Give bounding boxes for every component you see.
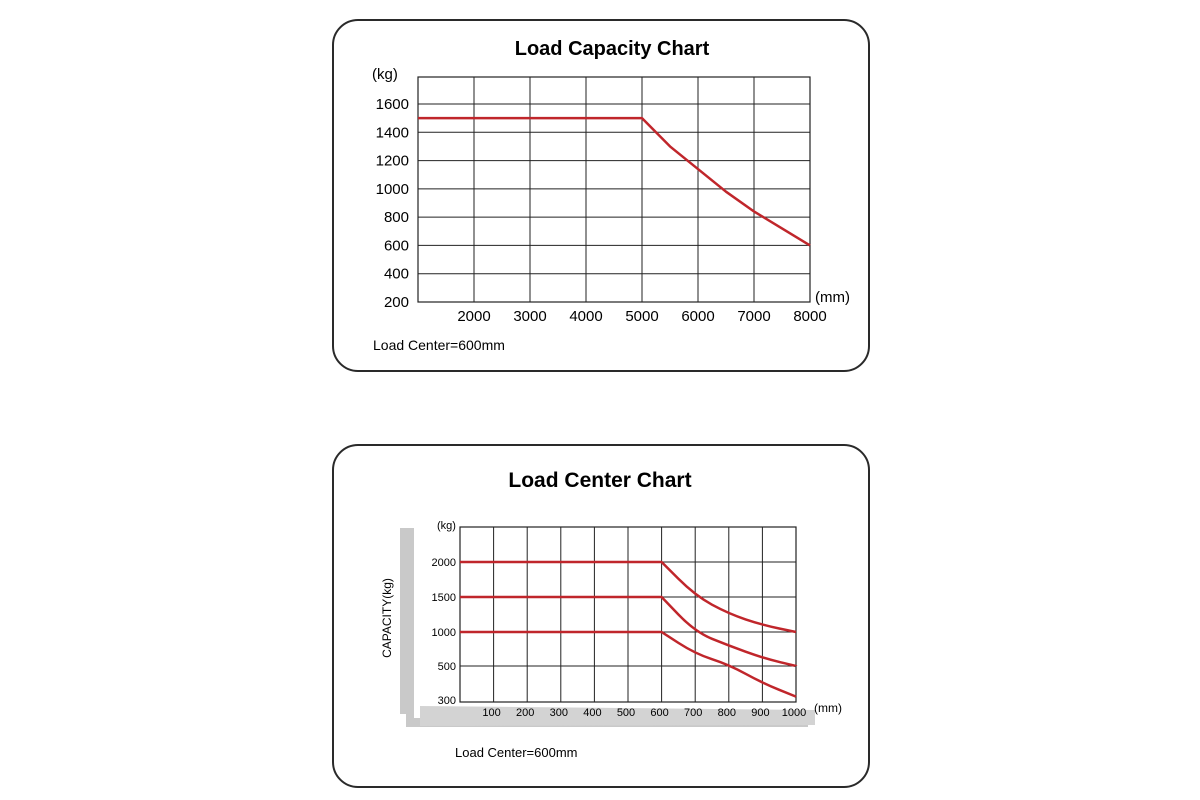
- chart1-x-tick-label: 4000: [569, 308, 602, 325]
- chart1-y-tick-label: 200: [384, 294, 409, 311]
- chart2-y-tick-label: 300: [438, 695, 456, 707]
- chart1-y-tick-label: 400: [384, 266, 409, 283]
- chart1-y-tick-label: 800: [384, 209, 409, 226]
- chart1-x-tick-label: 5000: [625, 308, 658, 325]
- chart1-y-tick-label: 1200: [376, 153, 409, 170]
- chart2-y-tick-label: 1500: [432, 592, 456, 604]
- chart2-x-tick-label: 200: [516, 707, 534, 719]
- chart2-axis-bracket: [400, 528, 808, 727]
- load-capacity-panel: [332, 19, 870, 372]
- chart2-x-unit: (mm): [814, 701, 842, 715]
- chart1-title: Load Capacity Chart: [515, 38, 710, 60]
- chart2-series-line-1: [460, 560, 797, 634]
- chart2-x-tick-label: 1000: [782, 707, 806, 719]
- chart1-x-tick-label: 8000: [793, 308, 826, 325]
- chart2-x-tick-label: 900: [751, 707, 769, 719]
- chart2-x-tick-label: 800: [718, 707, 736, 719]
- chart2-x-tick-label: 400: [583, 707, 601, 719]
- chart2-x-tick-label: 700: [684, 707, 702, 719]
- chart2-y-unit: (kg): [437, 520, 456, 532]
- chart2-title: Load Center Chart: [508, 469, 691, 492]
- chart1-y-tick-label: 1000: [376, 181, 409, 198]
- chart1-x-tick-label: 7000: [737, 308, 770, 325]
- chart1-note: Load Center=600mm: [373, 337, 505, 353]
- load-center-panel: [332, 444, 870, 788]
- chart2-x-tick-label: 600: [650, 707, 668, 719]
- chart1-x-tick-label: 3000: [513, 308, 546, 325]
- chart2-series-line-3: [460, 630, 797, 698]
- chart2-series-line-2: [460, 595, 797, 668]
- chart2-y-label: CAPACITY(kg): [380, 578, 394, 658]
- chart1-y-tick-label: 600: [384, 237, 409, 254]
- chart1-plot-frame: [417, 76, 811, 303]
- chart2-y-tick-label: 2000: [432, 557, 456, 569]
- chart1-series-line: [418, 116, 811, 247]
- chart1-x-tick-label: 6000: [681, 308, 714, 325]
- chart2-y-tick-label: 1000: [432, 627, 456, 639]
- chart2-y-tick-label: 500: [438, 661, 456, 673]
- chart2-x-tick-label: 100: [482, 707, 500, 719]
- chart2-x-tick-label: 500: [617, 707, 635, 719]
- chart1-y-unit: (kg): [372, 66, 398, 83]
- chart2-note: Load Center=600mm: [455, 745, 578, 760]
- chart1-x-unit: (mm): [815, 289, 850, 306]
- chart2-x-tick-label: 300: [550, 707, 568, 719]
- chart1-y-tick-label: 1400: [376, 124, 409, 141]
- chart1-x-tick-label: 2000: [457, 308, 490, 325]
- chart2-bracket-wedge: [420, 706, 815, 726]
- chart1-y-tick-label: 1600: [376, 96, 409, 113]
